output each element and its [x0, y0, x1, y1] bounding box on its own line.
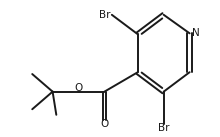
Text: Br: Br — [158, 123, 169, 133]
Text: O: O — [100, 119, 109, 129]
Text: O: O — [74, 83, 83, 93]
Text: Br: Br — [99, 10, 110, 20]
Text: N: N — [192, 28, 200, 38]
